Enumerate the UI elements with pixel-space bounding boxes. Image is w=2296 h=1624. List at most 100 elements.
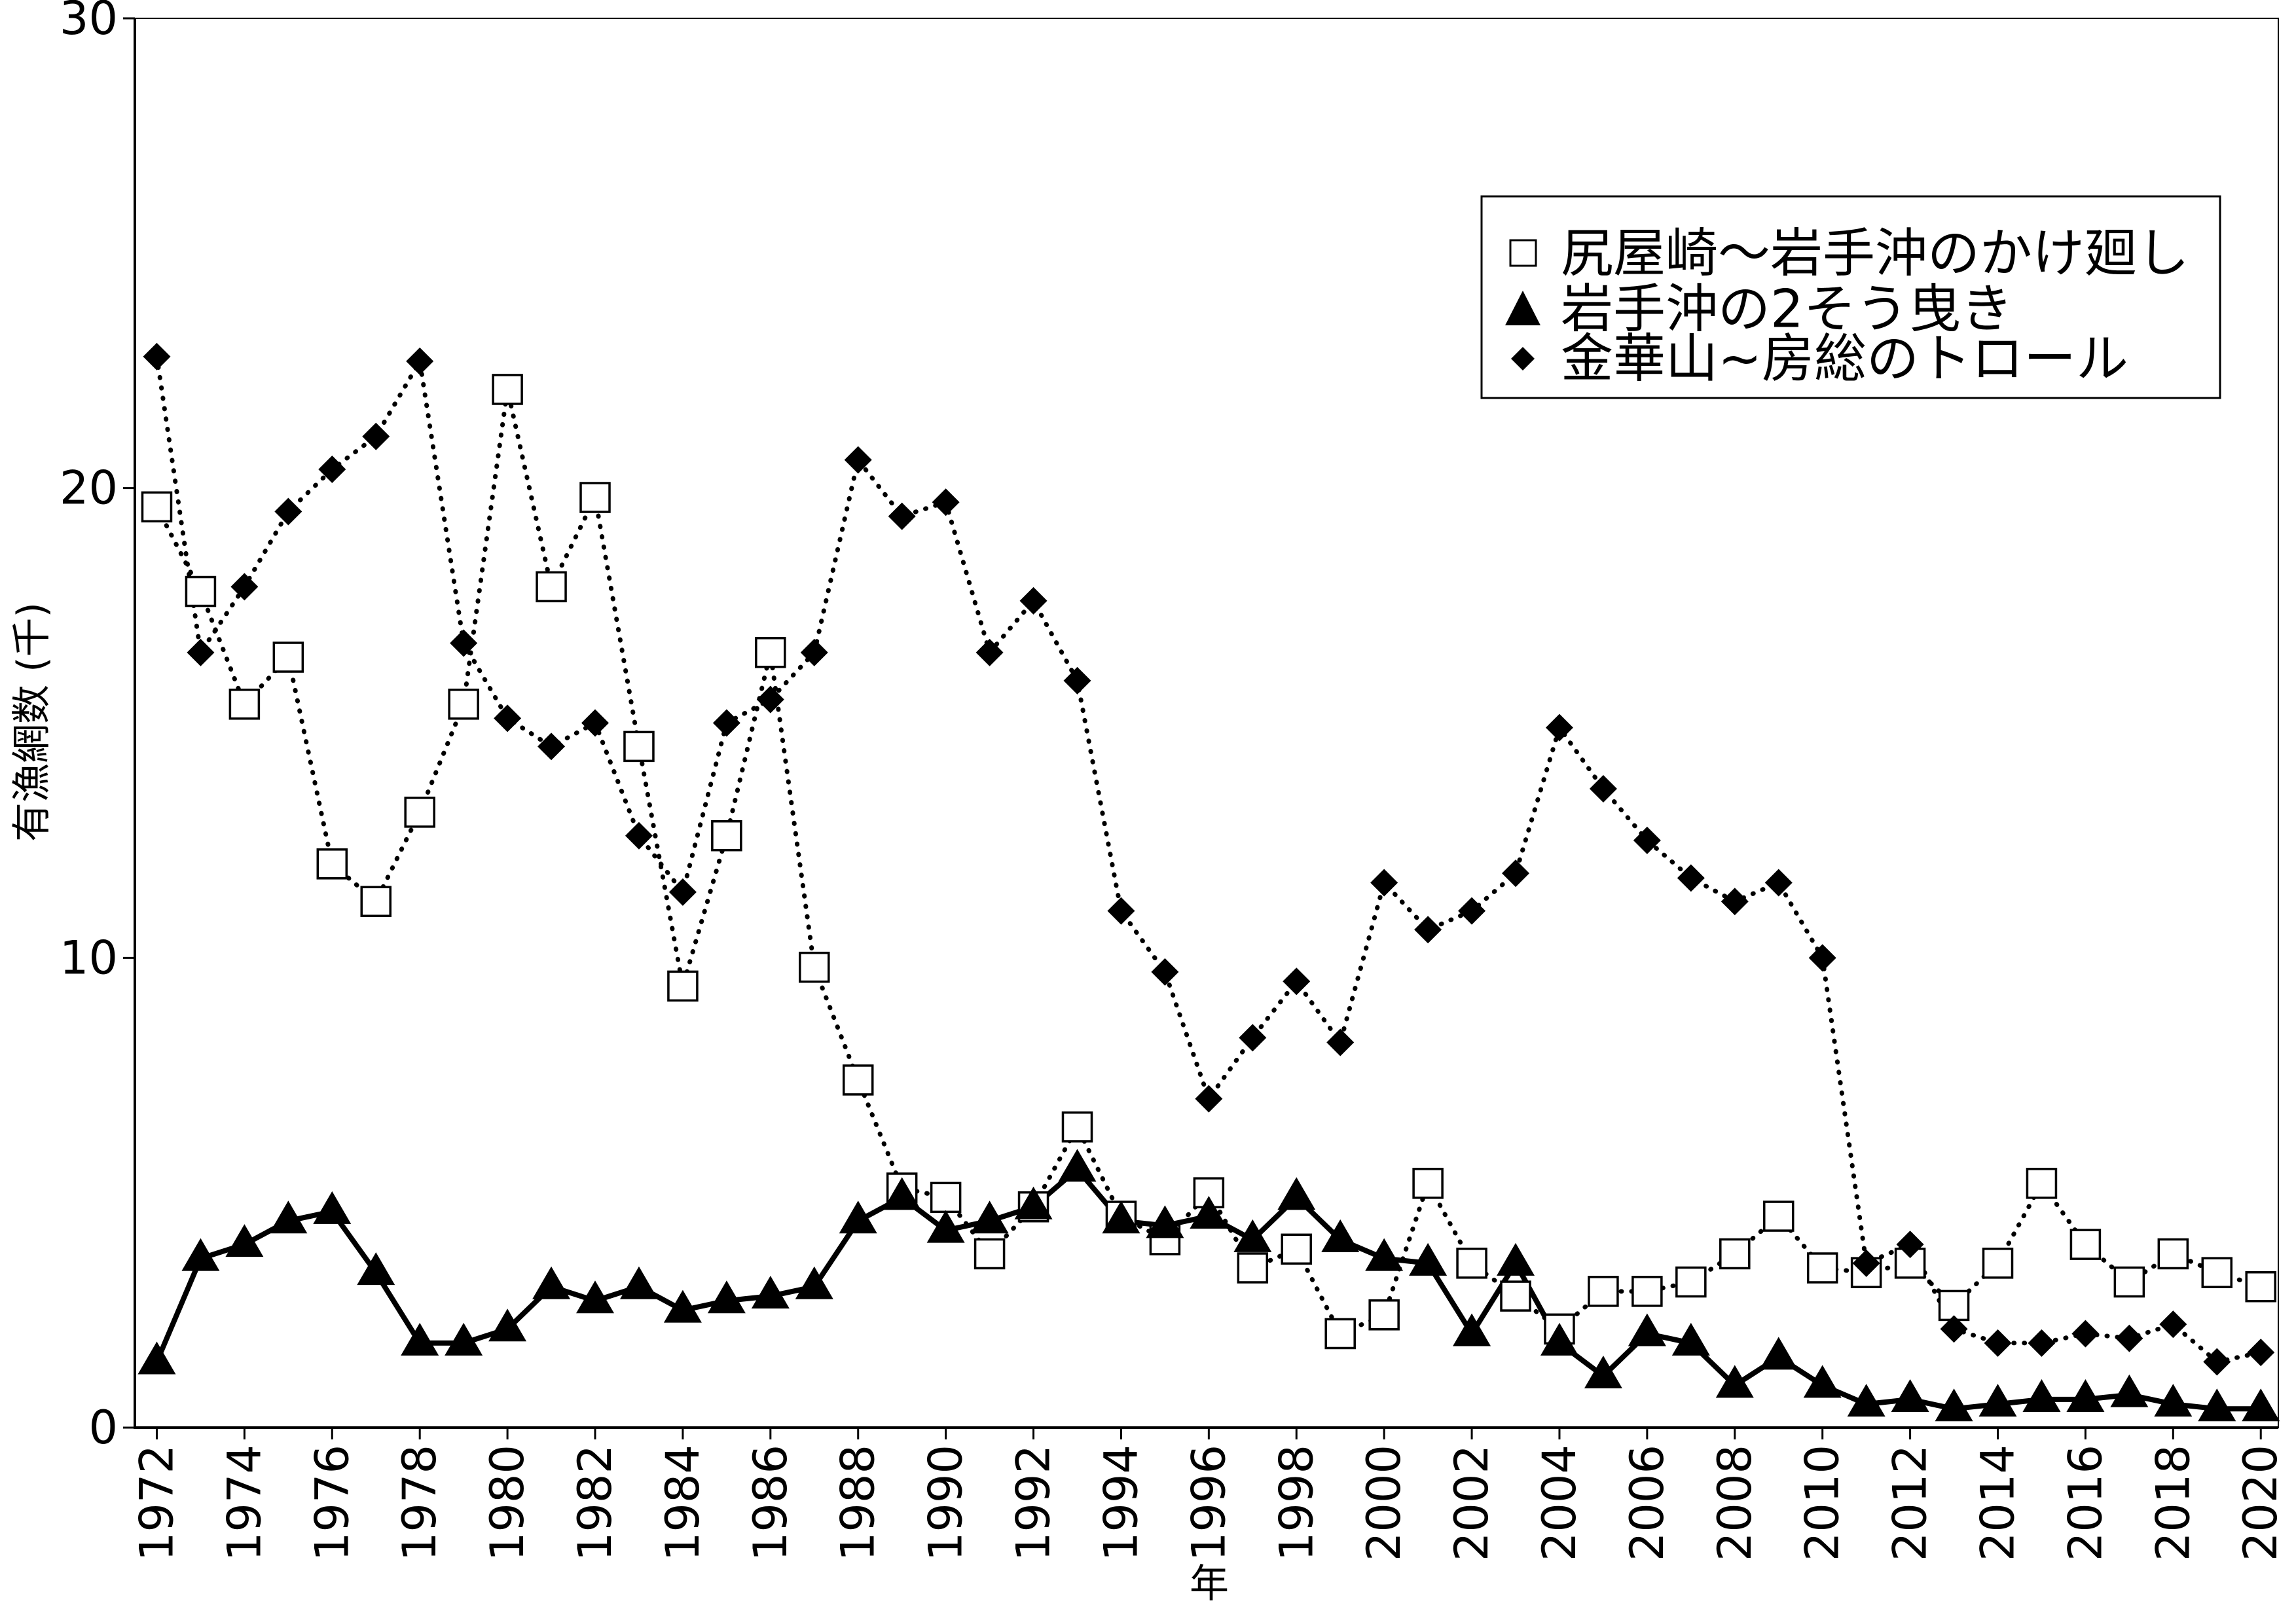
triangle-marker-1976	[313, 1191, 352, 1224]
triangle-marker-2009	[1759, 1337, 1798, 1370]
diamond-marker-2012	[1896, 1231, 1924, 1259]
diamond-marker-1975	[274, 497, 302, 526]
diamond-marker-2015	[2028, 1329, 2056, 1357]
square-marker-1984	[667, 970, 699, 1002]
x-tick-label-1976: 1976	[305, 1445, 359, 1561]
triangle-marker-2014	[1978, 1384, 2017, 1417]
square-marker-1999	[1324, 1318, 1356, 1350]
triangle-marker-2011	[1847, 1384, 1886, 1417]
diamond-marker-2008	[1721, 888, 1749, 916]
diamond-marker-1993	[1063, 666, 1091, 695]
triangle-marker-2001	[1409, 1242, 1448, 1276]
legend-square-marker	[1509, 239, 1537, 267]
square-marker-2008	[1719, 1238, 1751, 1270]
square-marker-2019	[2201, 1257, 2233, 1288]
x-tick-label-1984: 1984	[656, 1445, 710, 1561]
diamond-marker-2002	[1458, 897, 1486, 925]
series-markers	[137, 342, 2280, 1422]
square-marker-2002	[1456, 1248, 1487, 1279]
square-marker-1982	[579, 482, 611, 513]
square-marker-1981	[536, 571, 567, 603]
square-marker-1976	[316, 848, 348, 880]
x-tick-label-1988: 1988	[831, 1445, 885, 1561]
triangle-marker-2000	[1365, 1238, 1404, 1271]
x-tick-label-1980: 1980	[481, 1445, 534, 1561]
diamond-marker-1999	[1326, 1028, 1355, 1056]
diamond-marker-1992	[1019, 586, 1048, 615]
diamond-marker-2006	[1633, 826, 1661, 854]
diamond-marker-1980	[494, 704, 522, 732]
diamond-marker-1979	[450, 629, 478, 657]
diamond-marker-2019	[2203, 1348, 2231, 1376]
y-axis-title: 有漁網数 (千)	[9, 602, 55, 842]
x-tick-label-2008: 2008	[1708, 1445, 1762, 1561]
diamond-marker-2010	[1808, 944, 1836, 972]
diamond-marker-1981	[538, 732, 566, 761]
y-tick-label-20: 20	[60, 461, 118, 515]
diamond-marker-2000	[1370, 869, 1398, 897]
triangle-marker-1983	[619, 1266, 658, 1299]
square-marker-1991	[974, 1238, 1006, 1270]
triangle-marker-1975	[269, 1200, 308, 1234]
y-tick-label-0: 0	[88, 1401, 118, 1454]
square-marker-1983	[623, 731, 655, 763]
x-tick-label-1974: 1974	[217, 1445, 271, 1561]
diamond-marker-2003	[1502, 859, 1530, 888]
diamond-marker-1997	[1239, 1024, 1267, 1052]
square-marker-1972	[141, 491, 173, 523]
diamond-marker-1991	[975, 638, 1004, 666]
square-marker-1987	[799, 951, 830, 983]
triangle-marker-1988	[839, 1200, 877, 1234]
x-tick-label-2012: 2012	[1884, 1445, 1937, 1561]
diamond-marker-1995	[1151, 958, 1179, 986]
diamond-marker-1988	[844, 446, 872, 474]
legend-triangle-marker	[1505, 291, 1540, 325]
diamond-marker-1982	[581, 709, 610, 737]
diamond-marker-2016	[2071, 1320, 2100, 1348]
square-marker-2001	[1412, 1168, 1444, 1199]
x-tick-label-2014: 2014	[1971, 1445, 2025, 1561]
x-tick-label-1996: 1996	[1182, 1445, 1235, 1561]
triangle-marker-2004	[1540, 1322, 1578, 1356]
square-marker-2015	[2026, 1168, 2058, 1199]
triangle-marker-2018	[2154, 1384, 2193, 1417]
square-marker-2010	[1806, 1252, 1838, 1284]
triangle-marker-2010	[1803, 1365, 1842, 1398]
legend: 尻屋崎～岩手沖のかけ廻し 岩手沖の2そう曳き 金華山~房総のトロール	[1480, 195, 2221, 399]
legend-label-2: 岩手沖の2そう曳き	[1561, 279, 2013, 340]
square-marker-1979	[448, 689, 479, 720]
square-marker-2020	[2245, 1271, 2276, 1303]
legend-box	[1480, 195, 2221, 399]
diamond-marker-2017	[2115, 1324, 2143, 1352]
triangle-marker-2013	[1935, 1388, 1973, 1422]
square-marker-1974	[228, 689, 261, 720]
diamond-marker-2001	[1414, 916, 1442, 944]
square-marker-1975	[272, 641, 304, 673]
diamond-marker-1990	[932, 488, 960, 516]
triangle-marker-1987	[795, 1266, 833, 1299]
diamond-marker-2014	[1984, 1329, 2012, 1357]
triangle-marker-2007	[1671, 1322, 1710, 1356]
triangle-marker-2020	[2242, 1388, 2280, 1422]
square-marker-1986	[755, 637, 786, 668]
x-tick-label-1982: 1982	[568, 1445, 622, 1561]
x-tick-label-1990: 1990	[919, 1445, 973, 1561]
triangle-marker-2019	[2198, 1388, 2236, 1422]
triangle-marker-1993	[1058, 1149, 1097, 1182]
square-marker-1978	[404, 797, 435, 828]
square-marker-1985	[711, 820, 742, 852]
diamond-marker-2020	[2247, 1339, 2275, 1367]
triangle-marker-1977	[357, 1252, 395, 1286]
x-tick-label-2018: 2018	[2146, 1445, 2200, 1561]
triangle-marker-1973	[181, 1238, 220, 1271]
square-marker-1973	[185, 575, 217, 607]
triangle-marker-2003	[1497, 1242, 1535, 1276]
square-marker-1998	[1281, 1233, 1313, 1265]
square-marker-1977	[360, 886, 392, 917]
x-tick-label-2016: 2016	[2058, 1445, 2112, 1561]
triangle-marker-1974	[225, 1224, 264, 1257]
triangle-marker-1978	[401, 1322, 439, 1356]
legend-label-1: 尻屋崎～岩手沖のかけ廻し	[1561, 223, 2189, 284]
diamond-marker-1986	[756, 685, 784, 713]
diamond-marker-1989	[888, 502, 916, 530]
